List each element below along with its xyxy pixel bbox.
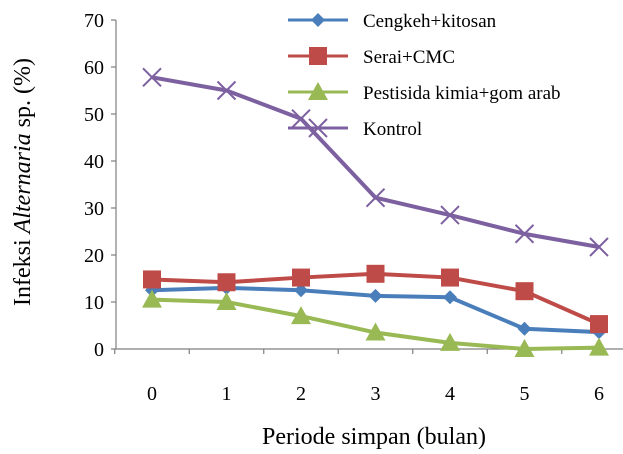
data-point bbox=[143, 270, 161, 289]
legend-label: Kontrol bbox=[363, 119, 422, 140]
legend-label: Pestisida kimia+gom arab bbox=[363, 83, 561, 104]
data-point bbox=[291, 306, 311, 325]
data-point bbox=[440, 205, 460, 225]
y-tick-label: 70 bbox=[84, 10, 104, 32]
data-point bbox=[441, 268, 459, 287]
x-tick-label: 3 bbox=[371, 383, 381, 405]
x-ticks: 0 1 2 3 4 5 6 bbox=[114, 349, 604, 405]
data-point bbox=[515, 282, 534, 301]
x-tick-label: 6 bbox=[594, 383, 604, 405]
y-ticks: 0 10 20 30 40 50 60 70 bbox=[84, 10, 116, 361]
series-layer bbox=[142, 67, 609, 357]
data-point bbox=[443, 290, 457, 305]
y-axis-title-prefix: Infeksi bbox=[10, 233, 36, 306]
data-point bbox=[216, 80, 237, 101]
series-pestisida-kimia-gom-arab bbox=[142, 289, 609, 357]
data-point bbox=[294, 283, 308, 298]
data-point bbox=[366, 264, 385, 283]
data-point bbox=[216, 292, 237, 310]
y-tick-label: 20 bbox=[84, 245, 104, 267]
data-point bbox=[291, 108, 311, 129]
data-point bbox=[292, 268, 310, 287]
data-point bbox=[514, 339, 535, 357]
data-point bbox=[368, 288, 383, 303]
y-axis-title: Infeksi Alternaria sp. (%) bbox=[10, 58, 36, 306]
x-tick-label: 0 bbox=[147, 383, 157, 405]
legend-item: Cengkeh+kitosan bbox=[288, 11, 497, 32]
legend-label: Serai+CMC bbox=[363, 47, 455, 68]
y-tick-label: 40 bbox=[84, 151, 104, 173]
x-tick-label: 2 bbox=[296, 383, 306, 405]
y-tick-label: 10 bbox=[84, 292, 104, 314]
x-tick-label: 1 bbox=[222, 383, 232, 405]
y-tick-label: 30 bbox=[84, 198, 104, 220]
data-point bbox=[142, 67, 162, 88]
legend-swatch-marker bbox=[311, 13, 325, 27]
series-kontrol bbox=[142, 67, 609, 257]
y-axis-title-suffix: sp. (%) bbox=[10, 58, 36, 133]
data-point bbox=[514, 224, 535, 244]
legend-item: Serai+CMC bbox=[288, 47, 455, 68]
legend: Cengkeh+kitosan Serai+CMC Pestisida kimia+… bbox=[288, 11, 561, 140]
data-point bbox=[440, 332, 460, 351]
series-serai-cmc bbox=[143, 264, 608, 334]
legend-item: Kontrol bbox=[288, 118, 422, 140]
legend-item: Pestisida kimia+gom arab bbox=[288, 82, 561, 104]
legend-swatch-marker bbox=[308, 82, 328, 100]
data-point bbox=[217, 273, 236, 292]
legend-label: Cengkeh+kitosan bbox=[363, 11, 497, 32]
data-point bbox=[365, 187, 386, 208]
data-point bbox=[589, 237, 609, 257]
y-tick-label: 60 bbox=[84, 57, 104, 79]
y-tick-label: 50 bbox=[84, 104, 104, 126]
y-axis-title-italic: Alternaria bbox=[10, 133, 36, 235]
x-tick-label: 4 bbox=[445, 383, 455, 405]
data-point bbox=[142, 289, 162, 308]
data-point bbox=[365, 322, 386, 341]
legend-swatch-marker bbox=[309, 47, 327, 65]
data-point bbox=[590, 315, 608, 334]
x-axis-title: Periode simpan (bulan) bbox=[262, 424, 486, 450]
legend-swatch-marker bbox=[308, 118, 328, 138]
y-tick-label: 0 bbox=[94, 339, 104, 361]
data-point bbox=[517, 321, 532, 336]
x-tick-label: 5 bbox=[520, 383, 530, 405]
data-point bbox=[589, 337, 609, 356]
